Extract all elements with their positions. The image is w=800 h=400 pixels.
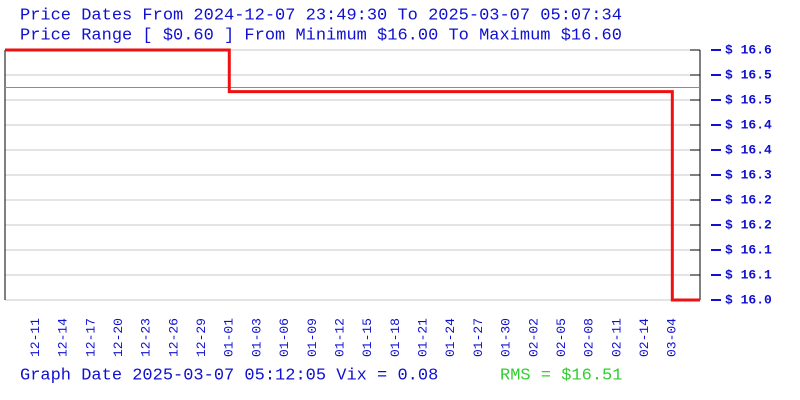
y-tick-label: $ 16.4 bbox=[725, 142, 772, 157]
x-tick-label: 02-05 bbox=[554, 318, 569, 357]
y-tick-label: $ 16.5 bbox=[725, 92, 772, 107]
x-tick-label: 01-27 bbox=[471, 318, 486, 357]
x-tick-label: 12-11 bbox=[28, 318, 43, 357]
x-tick-label: 02-11 bbox=[609, 318, 624, 357]
y-tick-label: $ 16.3 bbox=[725, 167, 772, 182]
x-tick-label: 02-02 bbox=[526, 318, 541, 357]
y-tick-label: $ 16.1 bbox=[725, 267, 772, 282]
x-tick-label: 01-24 bbox=[443, 318, 458, 357]
x-tick-label: 12-14 bbox=[56, 318, 71, 357]
y-tick-label: $ 16.2 bbox=[725, 217, 772, 232]
y-tick-label: $ 16.0 bbox=[725, 292, 772, 307]
x-tick-label: 03-04 bbox=[665, 318, 680, 357]
x-tick-label: 12-17 bbox=[83, 318, 98, 357]
footer: Graph Date 2025-03-07 05:12:05 Vix = 0.0… bbox=[20, 366, 438, 385]
x-tick-label: 01-12 bbox=[332, 318, 347, 357]
x-tick-label: 01-03 bbox=[249, 318, 264, 357]
y-tick-label: $ 16.4 bbox=[725, 117, 772, 132]
y-tick-label: $ 16.5 bbox=[725, 67, 772, 82]
x-tick-label: 01-06 bbox=[277, 318, 292, 357]
x-tick-label: 02-14 bbox=[637, 318, 652, 357]
rms-label: RMS = $16.51 bbox=[500, 366, 622, 385]
x-tick-label: 12-29 bbox=[194, 318, 209, 357]
chart-title: Price Dates From 2024-12-07 23:49:30 To … bbox=[20, 6, 622, 25]
y-tick-label: $ 16.2 bbox=[725, 192, 772, 207]
y-tick-label: $ 16.6 bbox=[725, 42, 772, 57]
x-tick-label: 02-08 bbox=[582, 318, 597, 357]
chart-subtitle: Price Range [ $0.60 ] From Minimum $16.0… bbox=[20, 26, 622, 45]
x-tick-label: 01-21 bbox=[416, 318, 431, 357]
x-tick-label: 01-01 bbox=[222, 318, 237, 357]
x-tick-label: 01-18 bbox=[388, 318, 403, 357]
x-tick-label: 01-09 bbox=[305, 318, 320, 357]
x-tick-label: 01-15 bbox=[360, 318, 375, 357]
price-line bbox=[5, 48, 700, 302]
x-tick-label: 12-26 bbox=[166, 318, 181, 357]
x-tick-label: 12-23 bbox=[139, 318, 154, 357]
x-tick-label: 12-20 bbox=[111, 318, 126, 357]
y-tick-label: $ 16.1 bbox=[725, 242, 772, 257]
x-tick-label: 01-30 bbox=[499, 318, 514, 357]
